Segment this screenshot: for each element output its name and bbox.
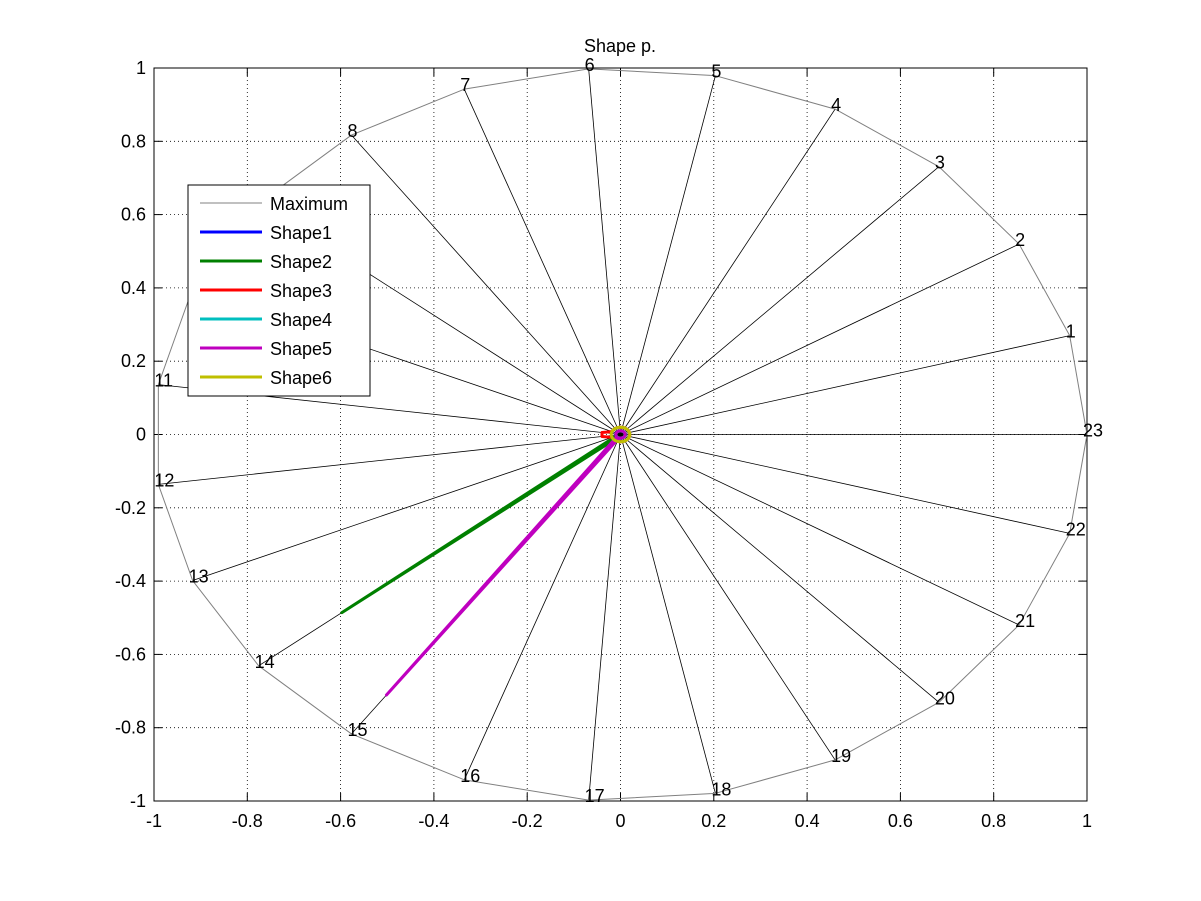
legend-label: Shape4: [270, 310, 332, 330]
x-tick-label: -0.2: [512, 811, 543, 831]
spoke-label: 4: [831, 95, 841, 115]
spoke-label: 18: [711, 779, 731, 799]
spoke-label: 20: [935, 688, 955, 708]
y-tick-label: -0.2: [115, 498, 146, 518]
spoke-label: 7: [460, 75, 470, 95]
spoke-label: 2: [1015, 230, 1025, 250]
shape-polygon: [384, 429, 627, 697]
legend-label: Maximum: [270, 194, 348, 214]
x-tick-label: -0.4: [418, 811, 449, 831]
x-tick-label: 0.8: [981, 811, 1006, 831]
spoke-label: 3: [935, 153, 945, 173]
x-tick-label: 0.4: [795, 811, 820, 831]
y-tick-label: -0.8: [115, 718, 146, 738]
spoke: [463, 434, 621, 781]
spoke: [620, 434, 940, 703]
spoke: [620, 75, 716, 435]
spoke-label: 8: [347, 121, 357, 141]
spoke-label: 12: [154, 470, 174, 490]
spoke: [588, 68, 621, 435]
chart-title: Shape p.: [584, 36, 656, 56]
x-tick-label: -0.8: [232, 811, 263, 831]
spoke-label: 21: [1015, 611, 1035, 631]
spoke: [192, 434, 621, 581]
spoke: [620, 335, 1070, 435]
spoke: [620, 166, 940, 435]
spoke: [351, 134, 621, 435]
spoke-label: 15: [347, 720, 367, 740]
spoke-label: 19: [831, 746, 851, 766]
x-tick-label: -1: [146, 811, 162, 831]
y-tick-label: 0: [136, 425, 146, 445]
x-tick-label: 0.2: [701, 811, 726, 831]
shape-polygon: [609, 425, 632, 444]
legend-label: Shape6: [270, 368, 332, 388]
spoke: [620, 108, 836, 435]
spoke: [158, 434, 621, 485]
x-tick-label: -0.6: [325, 811, 356, 831]
spoke-label: 13: [189, 567, 209, 587]
spoke-label: 11: [154, 371, 173, 391]
x-tick-label: 1: [1082, 811, 1092, 831]
spoke-label: 6: [585, 55, 595, 75]
y-tick-label: -1: [130, 791, 146, 811]
spoke-label: 22: [1066, 519, 1086, 539]
y-tick-label: -0.6: [115, 644, 146, 664]
legend-label: Shape2: [270, 252, 332, 272]
spoke: [620, 434, 1070, 534]
legend-label: Shape1: [270, 223, 332, 243]
spoke-label: 23: [1083, 421, 1103, 441]
y-tick-label: -0.4: [115, 571, 146, 591]
spoke-label: 1: [1066, 322, 1076, 342]
legend-label: Shape5: [270, 339, 332, 359]
spoke-label: 16: [460, 766, 480, 786]
spoke-label: 17: [585, 786, 605, 806]
spoke-label: 5: [711, 62, 721, 82]
spoke: [620, 434, 716, 794]
maximum-polygon: [157, 68, 1088, 801]
spoke: [588, 434, 621, 801]
legend-label: Shape3: [270, 281, 332, 301]
y-tick-label: 1: [136, 58, 146, 78]
x-tick-label: 0.6: [888, 811, 913, 831]
y-tick-label: 0.4: [121, 278, 146, 298]
legend: Maximum Shape1 Shape2 Shape3 Shape4 Shape5 Sha…: [187, 184, 371, 397]
y-tick-label: 0.6: [121, 205, 146, 225]
spoke: [463, 88, 621, 435]
x-tick-label: 0: [615, 811, 625, 831]
y-tick-label: 0.8: [121, 131, 146, 151]
spoke: [620, 434, 836, 761]
spoke-label: 14: [255, 652, 275, 672]
spoke: [620, 243, 1020, 435]
spoke: [620, 434, 1020, 626]
y-tick-label: 0.2: [121, 351, 146, 371]
